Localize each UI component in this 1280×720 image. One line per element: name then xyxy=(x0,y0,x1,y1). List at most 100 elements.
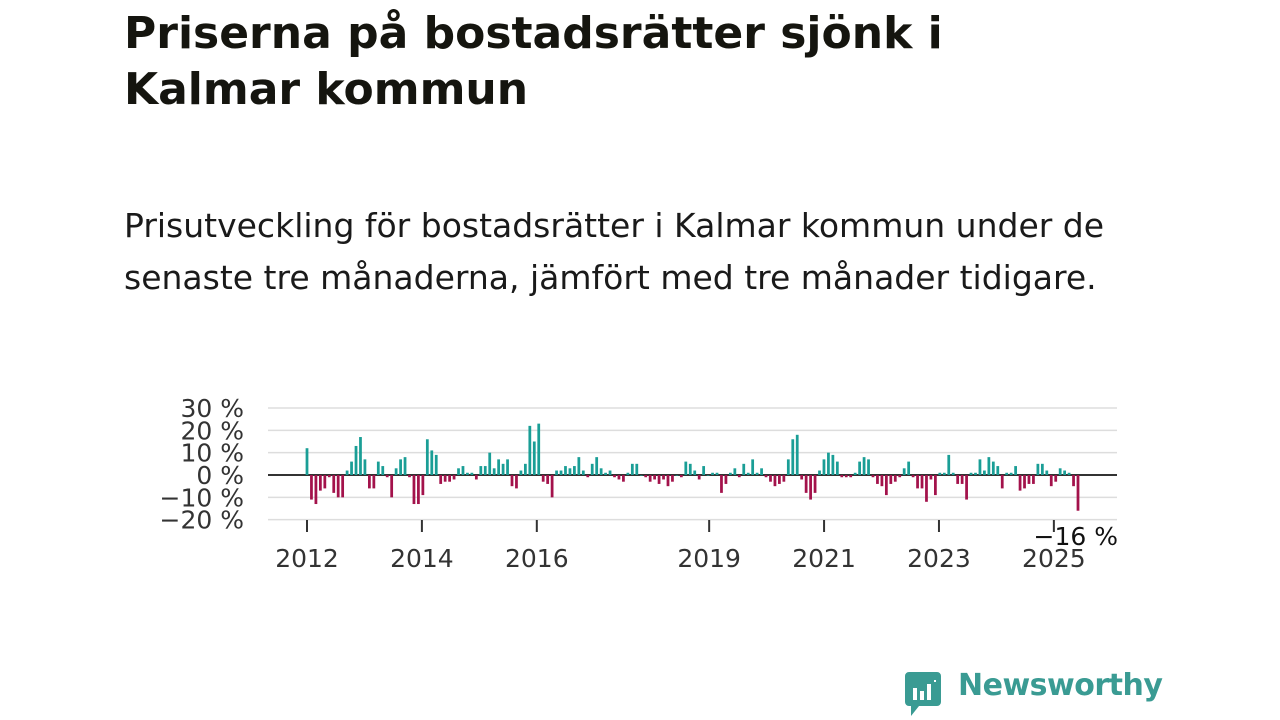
bar xyxy=(345,470,349,475)
bar xyxy=(318,475,322,491)
bar xyxy=(653,475,656,480)
bar xyxy=(559,470,563,475)
bar xyxy=(666,475,670,487)
bar xyxy=(813,475,817,493)
y-tick-label: −10 % xyxy=(160,483,244,512)
bar xyxy=(960,475,964,484)
x-axis: 2012 2014 2016 2019 2021 2023 2025 xyxy=(275,520,1086,573)
bar xyxy=(991,461,995,475)
annotations: −16 % xyxy=(1034,522,1118,551)
bar xyxy=(742,463,746,475)
grid-lines xyxy=(268,407,1117,521)
bar xyxy=(617,475,621,480)
bar xyxy=(327,475,331,478)
bar xyxy=(804,475,808,493)
bar xyxy=(929,475,933,480)
bar xyxy=(510,475,514,487)
bar xyxy=(408,475,411,478)
bar xyxy=(648,475,652,482)
bar xyxy=(951,472,955,475)
bar xyxy=(978,459,982,475)
bar xyxy=(630,463,634,475)
newsworthy-logo-icon xyxy=(905,672,941,716)
bar xyxy=(394,468,398,475)
bar xyxy=(831,454,835,475)
bar xyxy=(439,475,443,484)
bar xyxy=(523,463,527,475)
bar xyxy=(479,466,483,475)
bar xyxy=(907,461,911,475)
chart-subtitle: Prisutveckling för bostadsrätter i Kalma… xyxy=(124,206,1105,297)
bar xyxy=(702,466,706,475)
bar xyxy=(363,459,367,475)
bar xyxy=(889,475,893,484)
bar xyxy=(541,475,545,482)
bar xyxy=(773,475,777,487)
bar xyxy=(586,475,590,478)
bar xyxy=(1023,475,1026,489)
bar xyxy=(947,454,951,475)
bar xyxy=(622,475,625,482)
bar xyxy=(1058,468,1062,475)
bar xyxy=(791,439,795,475)
bar xyxy=(822,459,826,475)
bar xyxy=(305,448,309,475)
bar xyxy=(942,472,946,475)
chart-title: Priserna på bostadsrätter sjönk i Kalmar… xyxy=(124,8,943,115)
bar xyxy=(492,468,496,475)
bar xyxy=(697,475,701,480)
bar xyxy=(849,475,853,478)
bar xyxy=(1076,475,1080,511)
x-tick-label: 2014 xyxy=(390,544,454,573)
bar xyxy=(662,475,665,480)
bar xyxy=(577,457,581,475)
bar xyxy=(336,475,340,498)
y-tick-label: 20 % xyxy=(180,416,244,445)
bar xyxy=(934,475,937,496)
bar xyxy=(644,475,648,478)
bar xyxy=(604,472,607,475)
bar xyxy=(876,475,879,484)
bar xyxy=(925,475,928,502)
bar xyxy=(729,472,732,475)
bar xyxy=(332,475,336,493)
bar xyxy=(1014,466,1017,475)
x-tick-label: 2021 xyxy=(792,544,856,573)
bar xyxy=(555,470,558,475)
bar xyxy=(434,454,438,475)
bar xyxy=(751,459,755,475)
bar xyxy=(902,468,906,475)
bar xyxy=(639,475,643,476)
y-tick-label: 10 % xyxy=(180,439,244,468)
bar xyxy=(693,470,697,475)
bar xyxy=(581,470,585,475)
bar xyxy=(314,475,318,505)
bar xyxy=(684,461,688,475)
bar xyxy=(733,468,737,475)
bar xyxy=(590,463,594,475)
bar xyxy=(1072,475,1075,487)
bar xyxy=(457,468,460,475)
bar xyxy=(546,475,550,484)
last-value-label: −16 % xyxy=(1034,522,1118,551)
bar xyxy=(461,466,465,475)
x-tick-label: 2025 xyxy=(1022,544,1086,573)
bar xyxy=(403,457,407,475)
bar xyxy=(350,461,353,475)
bar xyxy=(1040,463,1044,475)
bar xyxy=(341,475,345,498)
bar xyxy=(323,475,327,489)
bar xyxy=(996,466,1000,475)
bar xyxy=(1036,463,1040,475)
bar xyxy=(720,475,723,493)
bar xyxy=(537,423,541,475)
bar xyxy=(1018,475,1022,491)
bar xyxy=(1000,475,1004,489)
bar xyxy=(390,475,394,498)
bar xyxy=(969,472,973,475)
bar xyxy=(595,457,599,475)
bar xyxy=(443,475,447,482)
bar xyxy=(884,475,888,496)
bar xyxy=(760,468,763,475)
bar xyxy=(368,475,371,489)
